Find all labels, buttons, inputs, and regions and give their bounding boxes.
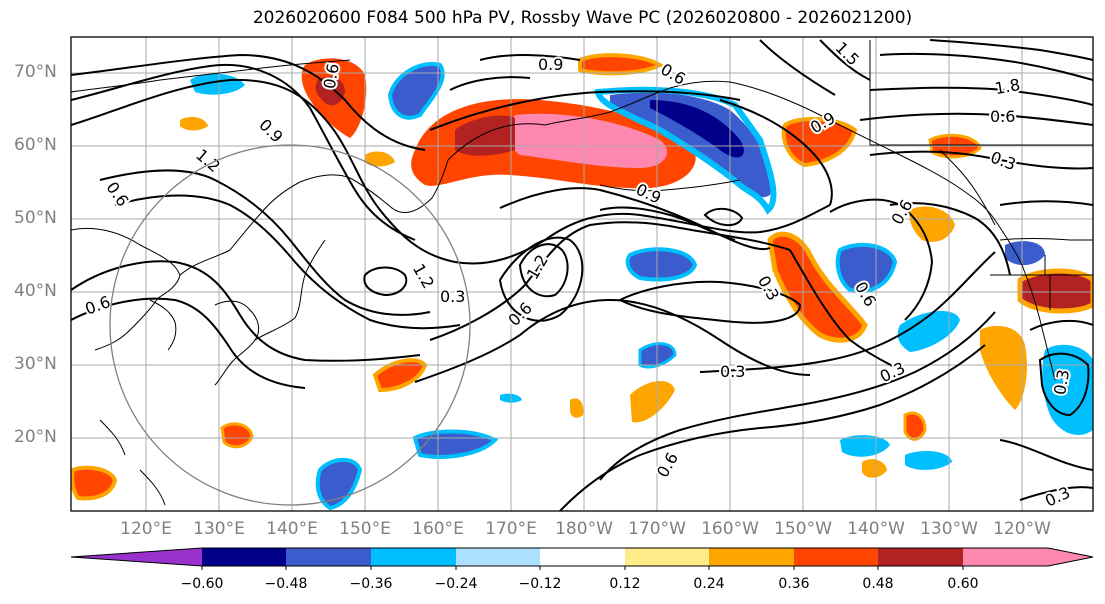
- pv-contours: [71, 39, 1093, 511]
- colorbar-segment: [456, 548, 540, 566]
- lat-label: 60°N: [14, 135, 57, 155]
- colorbar-tick-label: 0.24: [693, 576, 725, 592]
- negative-anomaly: [190, 73, 245, 95]
- lat-label: 30°N: [14, 354, 57, 374]
- contour-label: 0.3: [720, 362, 745, 381]
- colorbar-tick-label: −0.36: [349, 576, 393, 592]
- negative-anomaly: [1005, 241, 1045, 266]
- lon-label: 120°W: [993, 519, 1051, 539]
- colorbar-tick-label: 0.12: [609, 576, 641, 592]
- positive-anomaly: [781, 117, 858, 168]
- lon-label: 170°W: [628, 519, 686, 539]
- negative-anomaly: [897, 310, 960, 352]
- colorbar-tick-label: 0.36: [778, 576, 810, 592]
- coastlines: [71, 40, 1093, 506]
- colorbar-tick-label: −0.48: [264, 576, 308, 592]
- colorbar-segment: [794, 548, 878, 566]
- lon-label: 140°W: [847, 519, 905, 539]
- colorbar-low-extend: [71, 548, 202, 566]
- negative-anomaly: [905, 450, 952, 470]
- positive-anomaly: [630, 380, 675, 423]
- negative-anomaly: [840, 435, 890, 457]
- lon-label: 170°E: [485, 519, 537, 539]
- colorbar-tick-label: 0.48: [862, 576, 894, 592]
- positive-anomaly: [365, 151, 395, 167]
- positive-anomaly-core: [315, 76, 345, 106]
- negative-anomaly: [625, 247, 698, 282]
- positive-anomaly: [980, 325, 1027, 410]
- lon-label: 130°E: [193, 519, 245, 539]
- map-title: 2026020600 F084 500 hPa PV, Rossby Wave …: [252, 8, 913, 28]
- contour-label: 0.6: [990, 107, 1015, 126]
- contour-label: 0.9: [538, 55, 563, 74]
- lon-label: 160°E: [412, 519, 464, 539]
- colorbar-segment: [963, 548, 1048, 566]
- positive-anomaly: [570, 398, 584, 418]
- positive-anomaly: [578, 53, 665, 76]
- colorbar-tick-label: −0.60: [180, 576, 224, 592]
- colorbar-segment: [709, 548, 794, 566]
- colorbar-segment: [202, 548, 286, 566]
- colorbar-segment: [371, 548, 456, 566]
- colorbar-segment: [625, 548, 709, 566]
- positive-anomaly: [1017, 268, 1093, 314]
- map-frame: [70, 36, 1094, 512]
- lon-label: 180°W: [555, 519, 613, 539]
- lat-label: 50°N: [14, 208, 57, 228]
- negative-anomaly-core: [650, 100, 744, 158]
- lon-label: 140°E: [266, 519, 318, 539]
- positive-anomaly: [862, 459, 887, 478]
- contour-label: 0.3: [440, 287, 465, 306]
- positive-anomaly: [180, 116, 208, 131]
- lon-label: 130°W: [920, 519, 978, 539]
- negative-anomaly: [387, 62, 445, 120]
- positive-anomaly: [909, 206, 955, 242]
- negative-anomaly: [1042, 344, 1093, 435]
- positive-anomaly: [220, 422, 254, 449]
- colorbar-segment: [540, 548, 625, 566]
- lon-label: 150°W: [774, 519, 832, 539]
- lat-label: 70°N: [14, 62, 57, 82]
- lat-label: 20°N: [14, 427, 57, 447]
- negative-anomaly: [610, 92, 771, 198]
- reference-circle: [109, 144, 471, 506]
- positive-anomaly: [71, 465, 118, 501]
- colorbar-tick-label: −0.24: [434, 576, 478, 592]
- lon-label: 150°E: [339, 519, 391, 539]
- colorbar-tick-label: 0.60: [947, 576, 979, 592]
- colorbar-high-extend: [1048, 548, 1093, 566]
- lat-label: 40°N: [14, 281, 57, 301]
- lon-label: 160°W: [701, 519, 759, 539]
- colorbar: [70, 547, 1094, 570]
- positive-anomaly-core: [508, 113, 668, 168]
- lon-label: 120°E: [120, 519, 172, 539]
- colorbar-tick-label: −0.12: [518, 576, 562, 592]
- negative-anomaly: [835, 242, 898, 294]
- colorbar-segment: [878, 548, 963, 566]
- positive-anomaly: [903, 411, 927, 441]
- colorbar-segment: [286, 548, 371, 566]
